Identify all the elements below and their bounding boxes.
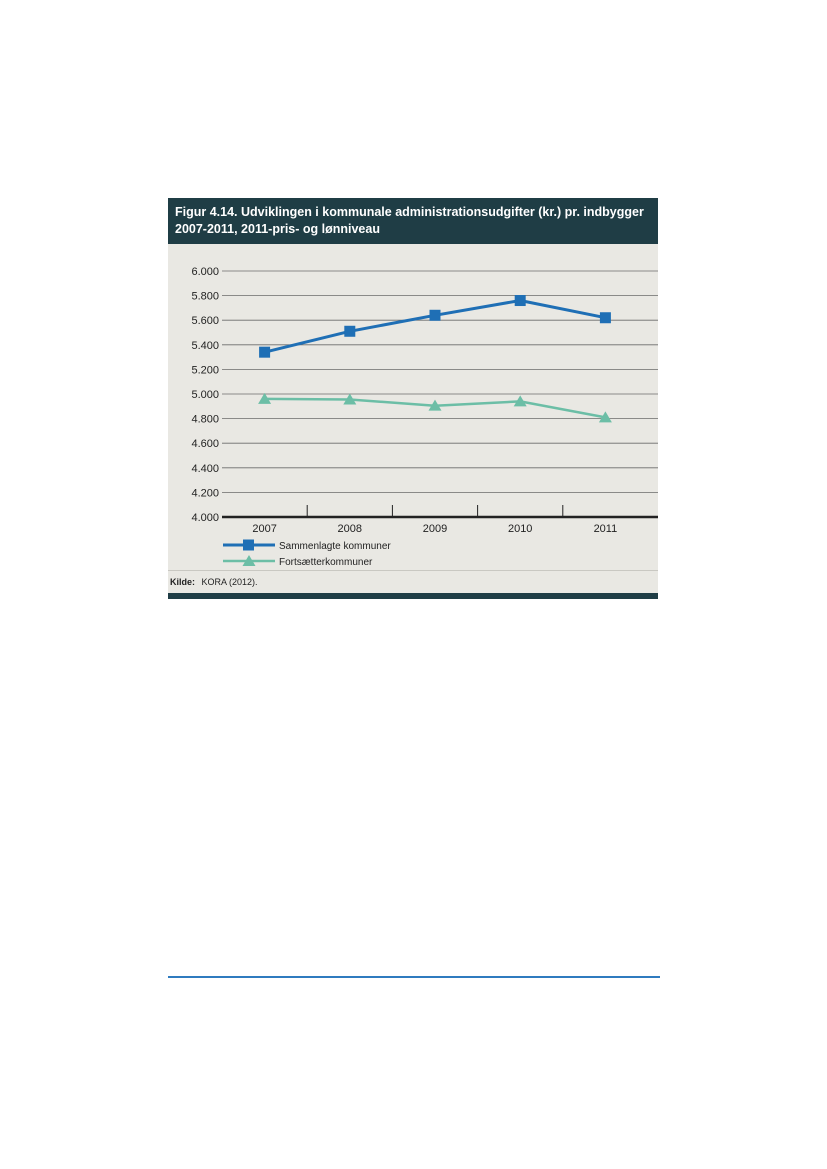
x-tick-label: 2007 — [252, 523, 276, 535]
data-point-square — [514, 295, 526, 307]
data-point-square — [599, 312, 611, 324]
y-tick-label: 4.800 — [191, 414, 219, 426]
data-point-triangle — [258, 392, 272, 404]
legend-label: Sammenlagte kommuner — [279, 541, 391, 552]
y-tick-label: 5.800 — [191, 291, 219, 303]
y-tick-label: 4.400 — [191, 463, 219, 475]
x-tick-label: 2010 — [508, 523, 532, 535]
y-tick-label: 5.000 — [191, 389, 219, 401]
data-point-square — [429, 309, 441, 321]
x-tick-label: 2009 — [423, 523, 447, 535]
x-tick-label: 2008 — [338, 523, 362, 535]
data-point-triangle — [343, 393, 357, 405]
y-tick-label: 5.200 — [191, 364, 219, 376]
y-tick-label: 5.600 — [191, 315, 219, 327]
y-tick-label: 6.000 — [191, 266, 219, 278]
line-chart: 4.000 4.200 4.400 4.600 4.800 5.000 5.200 5.400… — [191, 266, 658, 568]
footer-rule — [168, 976, 660, 978]
figure-title-line-1: Figur 4.14. Udviklingen i kommunale admi… — [175, 205, 644, 219]
figure-bottom-bar — [168, 593, 658, 599]
source-label: Kilde: — [170, 577, 196, 587]
data-point-triangle — [598, 411, 612, 423]
data-point-square — [259, 346, 271, 358]
figure-box: Figur 4.14. Udviklingen i kommunale admi… — [168, 198, 658, 599]
legend-marker-triangle — [242, 555, 256, 566]
y-tick-label: 4.200 — [191, 487, 219, 499]
y-tick-label: 4.000 — [191, 512, 219, 524]
source-line: Kilde: KORA (2012). — [168, 570, 658, 592]
data-point-triangle — [513, 395, 527, 407]
legend-marker-square — [243, 539, 254, 551]
legend-label: Fortsætterkommuner — [279, 557, 373, 568]
y-tick-label: 4.600 — [191, 438, 219, 450]
figure-header: Figur 4.14. Udviklingen i kommunale admi… — [168, 198, 658, 244]
data-point-triangle — [428, 399, 442, 411]
figure-title-line-2: 2007-2011, 2011-pris- og lønniveau — [175, 222, 380, 236]
data-point-square — [344, 325, 356, 337]
source-text: KORA (2012). — [201, 577, 258, 587]
y-tick-label: 5.400 — [191, 340, 219, 352]
x-tick-label: 2011 — [594, 523, 618, 535]
